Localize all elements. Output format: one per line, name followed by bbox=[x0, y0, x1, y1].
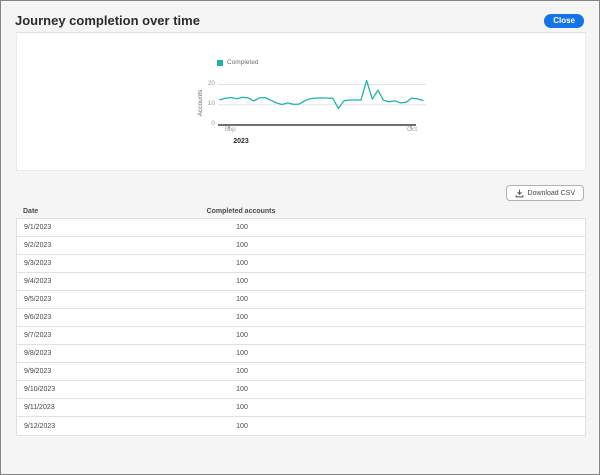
completed-accounts-cell: 100 bbox=[236, 350, 248, 357]
date-cell: 9/7/2023 bbox=[24, 332, 52, 339]
completed-accounts-cell: 100 bbox=[236, 296, 248, 303]
completed-accounts-column-header: Completed accounts bbox=[206, 207, 276, 215]
table-row: 9/11/2023 100 bbox=[17, 399, 585, 417]
completed-accounts-cell: 100 bbox=[236, 386, 248, 393]
table-header-row: Date Completed accounts bbox=[16, 205, 586, 217]
table-body: 9/1/2023 100 9/2/2023 100 9/3/2023 100 9/4/202… bbox=[17, 219, 585, 435]
date-cell: 9/8/2023 bbox=[24, 350, 52, 357]
completed-accounts-cell: 100 bbox=[236, 242, 248, 249]
completed-accounts-cell: 100 bbox=[236, 314, 248, 321]
table-row: 9/7/2023 100 bbox=[17, 327, 585, 345]
table-row: 9/2/2023 100 bbox=[17, 237, 585, 255]
date-cell: 9/3/2023 bbox=[24, 260, 52, 267]
date-cell: 9/12/2023 bbox=[24, 422, 56, 430]
table-row: 9/5/2023 100 bbox=[17, 291, 585, 309]
table-row: 9/10/2023 100 bbox=[17, 381, 585, 399]
table-row: 9/1/2023 100 bbox=[17, 219, 585, 237]
x-axis-year-label: 2023 bbox=[233, 138, 249, 145]
completed-legend-label: Completed bbox=[227, 59, 259, 66]
completed-accounts-cell: 100 bbox=[236, 224, 248, 231]
completed-accounts-cell: 100 bbox=[236, 422, 248, 430]
completed-accounts-cell: 100 bbox=[236, 404, 248, 411]
date-cell: 9/5/2023 bbox=[24, 296, 52, 303]
y-tick-20: 20 bbox=[207, 80, 215, 87]
date-column-header: Date bbox=[23, 207, 39, 215]
close-button[interactable]: Close bbox=[544, 14, 584, 28]
date-cell: 9/2/2023 bbox=[24, 242, 52, 249]
x-tick-sep: Sep bbox=[224, 126, 236, 133]
page-title: Journey completion over time bbox=[15, 13, 200, 28]
completed-accounts-cell: 100 bbox=[236, 332, 248, 339]
chart-card: Completed Accounts 20 10 0 Sep Oct 2023 bbox=[16, 32, 586, 171]
date-cell: 9/1/2023 bbox=[24, 224, 52, 231]
table-row: 9/9/2023 100 bbox=[17, 363, 585, 381]
completion-line-chart bbox=[218, 79, 426, 129]
table-row: 9/12/2023 100 bbox=[17, 417, 585, 435]
download-csv-button[interactable]: Download CSV bbox=[505, 185, 584, 201]
completed-legend-swatch-icon bbox=[217, 59, 223, 66]
download-csv-label: Download CSV bbox=[527, 189, 575, 197]
date-cell: 9/9/2023 bbox=[24, 368, 52, 375]
completed-accounts-cell: 100 bbox=[236, 260, 248, 267]
completed-line-series bbox=[219, 79, 424, 110]
date-cell: 9/11/2023 bbox=[24, 404, 55, 411]
download-icon bbox=[515, 189, 523, 197]
table-row: 9/4/2023 100 bbox=[17, 273, 585, 291]
date-cell: 9/4/2023 bbox=[24, 278, 52, 285]
y-tick-10: 10 bbox=[207, 100, 215, 107]
table-row: 9/3/2023 100 bbox=[17, 255, 585, 273]
completed-accounts-cell: 100 bbox=[236, 278, 248, 285]
y-tick-0: 0 bbox=[211, 120, 215, 127]
completed-accounts-table: 9/1/2023 100 9/2/2023 100 9/3/2023 100 9/4/202… bbox=[16, 218, 586, 436]
table-row: 9/6/2023 100 bbox=[17, 309, 585, 327]
chart-legend: Completed bbox=[217, 59, 258, 66]
date-cell: 9/6/2023 bbox=[24, 314, 52, 321]
x-tick-oct: Oct bbox=[406, 126, 418, 133]
completed-accounts-cell: 100 bbox=[236, 368, 248, 375]
date-cell: 9/10/2023 bbox=[24, 386, 56, 393]
table-row: 9/8/2023 100 bbox=[17, 345, 585, 363]
